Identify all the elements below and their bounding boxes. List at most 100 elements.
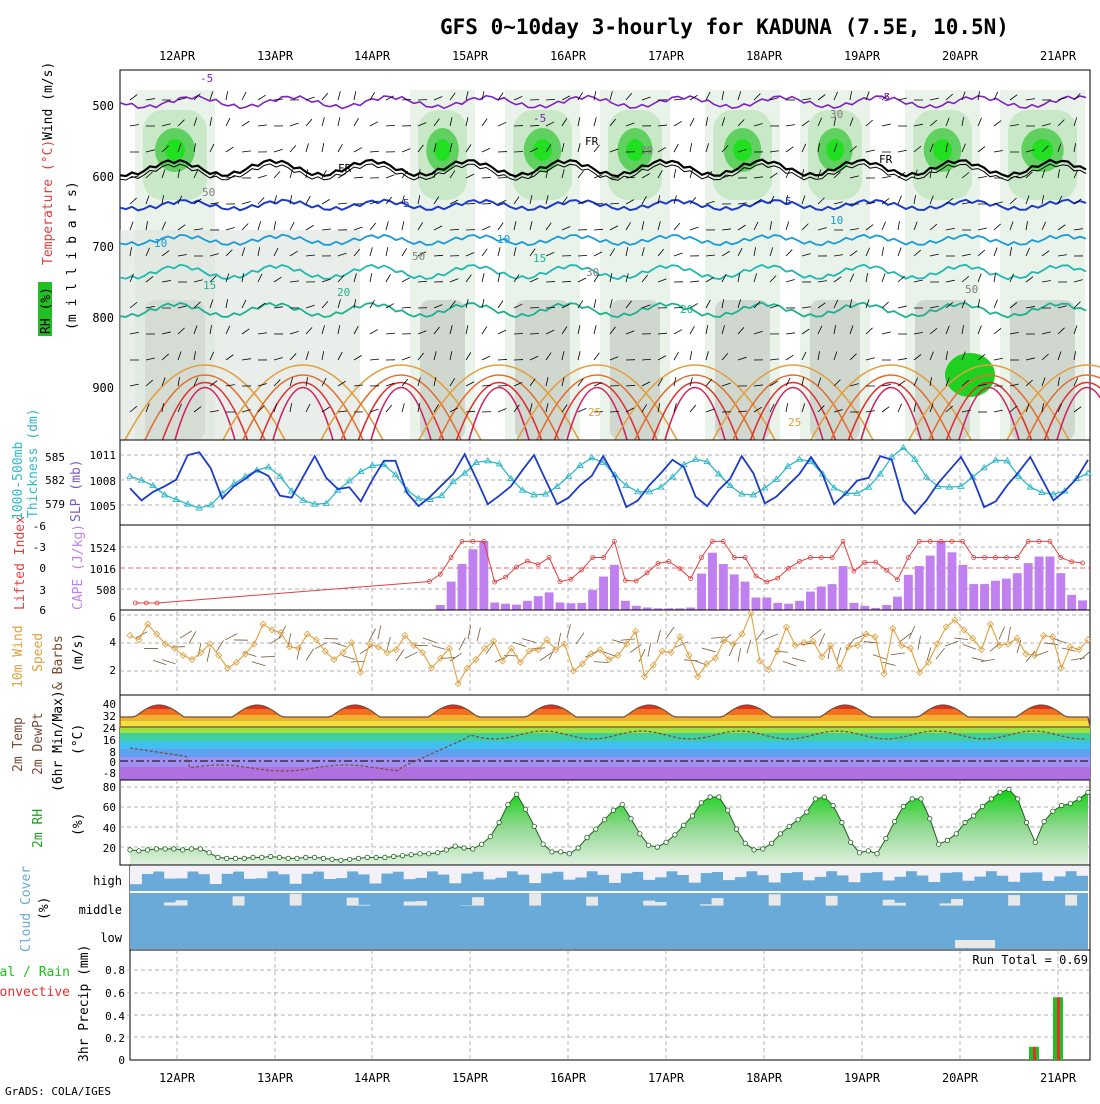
rh-point bbox=[532, 824, 536, 828]
contour-label: 10 bbox=[497, 233, 510, 246]
wind-barb bbox=[466, 203, 475, 204]
temp-band bbox=[120, 757, 1090, 767]
rh-point bbox=[910, 797, 914, 801]
cloud-high-gap bbox=[598, 866, 610, 875]
cape-bar bbox=[1024, 563, 1033, 610]
cape-bar bbox=[697, 574, 706, 610]
rh-point bbox=[304, 855, 308, 859]
thickness-tick: 582 bbox=[45, 474, 65, 487]
rh-shade bbox=[420, 300, 465, 440]
rh-point bbox=[471, 847, 475, 851]
cloud-mid-gap bbox=[529, 893, 541, 905]
rh-point bbox=[312, 855, 316, 859]
contour-label: FR bbox=[585, 135, 599, 148]
cloud-high-gap bbox=[415, 866, 427, 878]
rh-point bbox=[629, 817, 633, 821]
cloud-high-gap bbox=[985, 866, 997, 871]
rh-point bbox=[497, 820, 501, 824]
cloud-high-gap bbox=[267, 866, 279, 871]
wind-ylabel-group4: (m/s) bbox=[71, 633, 86, 672]
cloud-high-gap bbox=[495, 866, 507, 878]
cloud-mid-gap bbox=[404, 902, 416, 906]
cape-bar bbox=[937, 541, 946, 610]
rh-point bbox=[374, 855, 378, 859]
cape-bar bbox=[534, 596, 543, 610]
cloud-mid-gap bbox=[712, 898, 724, 906]
li-tick: 0 bbox=[39, 562, 46, 575]
rh-point bbox=[400, 853, 404, 857]
cloud-high-gap bbox=[643, 866, 655, 880]
rh-point bbox=[646, 843, 650, 847]
rh-point bbox=[928, 817, 932, 821]
wind-label: 10m Wind bbox=[11, 625, 26, 688]
rh-point bbox=[936, 842, 940, 846]
temp-band bbox=[120, 741, 1090, 749]
rh-point bbox=[295, 856, 299, 860]
cape-bar bbox=[860, 606, 869, 610]
cloud-level-label: low bbox=[100, 931, 122, 945]
cloud-high-gap bbox=[449, 866, 461, 883]
top-date-axis: 12APR 13APR 14APR 15APR 16APR 17APR 18AP… bbox=[159, 49, 1077, 63]
cloud-mid-gap bbox=[1008, 895, 1020, 906]
cloud-high-gap bbox=[632, 866, 644, 872]
rh-point bbox=[479, 842, 483, 846]
li-tick: -3 bbox=[33, 541, 46, 554]
cloud-high-gap bbox=[472, 866, 484, 872]
temp-label: 2m Temp bbox=[11, 717, 26, 772]
slp-ylabel-group: 1000-500mb bbox=[11, 442, 26, 520]
date-label: 15APR bbox=[452, 1071, 489, 1085]
rh-point bbox=[172, 847, 176, 851]
rh-point bbox=[541, 842, 545, 846]
rh-point bbox=[427, 852, 431, 856]
rh-point bbox=[980, 804, 984, 808]
rh-point bbox=[717, 795, 721, 799]
rh-point bbox=[163, 847, 167, 851]
rh-point bbox=[251, 855, 255, 859]
cape-bar bbox=[969, 584, 978, 610]
cloud-level-label: middle bbox=[79, 903, 122, 917]
wind-tick: 2 bbox=[109, 664, 116, 677]
cloud-high-gap bbox=[826, 866, 838, 871]
temp-band bbox=[120, 767, 1090, 780]
rh-point bbox=[1016, 797, 1020, 801]
rh-point bbox=[602, 818, 606, 822]
cape-bar bbox=[817, 587, 826, 610]
contour-label: -5 bbox=[200, 72, 213, 85]
cloud-high-gap bbox=[438, 866, 450, 875]
contour-label: 25 bbox=[588, 406, 601, 419]
temp-ylabel-group4: (°C) bbox=[71, 724, 86, 755]
cape-bar bbox=[806, 592, 815, 610]
cloud-high-gap bbox=[278, 866, 290, 874]
cloud-high-gap bbox=[335, 866, 347, 878]
wind-tick: 4 bbox=[109, 636, 116, 649]
rh-point bbox=[348, 857, 352, 861]
cloud-high-gap bbox=[221, 866, 233, 874]
rh-shade bbox=[515, 300, 570, 440]
cloud-high-gap bbox=[427, 866, 439, 871]
contour-label: 15 bbox=[203, 279, 216, 292]
cloud-high-gap bbox=[906, 866, 918, 871]
rh-point bbox=[919, 797, 923, 801]
cape-bar bbox=[980, 584, 989, 610]
rh-point bbox=[339, 858, 343, 862]
chart-title: GFS 0~10day 3-hourly for KADUNA (7.5E, 1… bbox=[440, 15, 1009, 39]
cloud-high-gap bbox=[860, 866, 872, 873]
date-label: 21APR bbox=[1040, 1071, 1077, 1085]
rh-point bbox=[769, 841, 773, 845]
cloud-high-gap bbox=[871, 866, 883, 872]
rh-point bbox=[1024, 820, 1028, 824]
wind-barb bbox=[514, 333, 523, 334]
date-label: 15APR bbox=[452, 49, 489, 63]
cape-bar bbox=[926, 556, 935, 610]
precip-bar-convective bbox=[1057, 997, 1060, 1060]
cloud-high-gap bbox=[894, 866, 906, 877]
rh-point bbox=[857, 851, 861, 855]
cape-bar bbox=[882, 605, 891, 610]
cape-bar bbox=[567, 603, 576, 610]
wind-ylabel-group2: Speed bbox=[31, 633, 46, 672]
rh-point bbox=[638, 832, 642, 836]
y-tick-label: 800 bbox=[92, 311, 114, 325]
cloud-high-gap bbox=[1031, 866, 1043, 872]
precip-tick: 0 bbox=[118, 1054, 125, 1067]
